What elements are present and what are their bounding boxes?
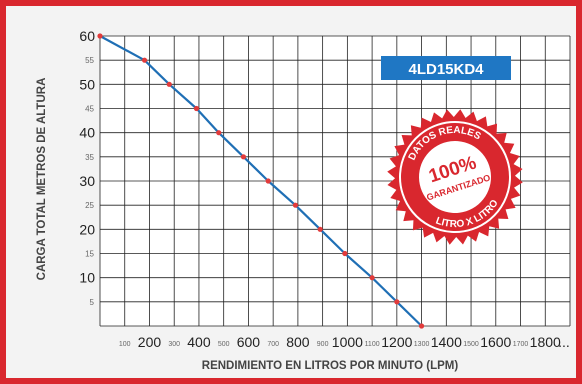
data-point [240, 154, 247, 160]
y-tick-label: 20 [79, 221, 95, 237]
y-tick-label-minor: 35 [85, 153, 94, 162]
data-point [97, 33, 103, 39]
data-point [193, 105, 200, 112]
x-tick-label-minor: 1700 [513, 341, 529, 348]
model-label-box [381, 56, 511, 80]
y-tick-label: 40 [79, 125, 95, 141]
data-point [418, 323, 425, 329]
x-tick-label: 800 [286, 334, 310, 350]
x-tick-label-minor: 700 [267, 341, 279, 348]
x-tick-label-minor: 500 [218, 341, 230, 348]
data-point [394, 299, 400, 305]
x-tick-label: 600 [237, 334, 261, 350]
x-axis-title: RENDIMIENTO EN LITROS POR MINUTO (LPM) [202, 360, 459, 372]
y-tick-label-minor: 55 [85, 56, 94, 65]
x-tick-label-minor: 1300 [414, 341, 430, 348]
seal-ring [399, 121, 511, 233]
x-tick-label-minor: 300 [168, 341, 180, 348]
x-tick-label: 1200 [381, 334, 412, 350]
x-tick-label-minor: 1100 [365, 341, 380, 348]
data-point [342, 250, 348, 257]
x-tick-label: 400 [187, 334, 211, 350]
x-tick-label: 1600 [480, 334, 511, 350]
x-tick-label: 200 [138, 334, 162, 350]
data-point [216, 130, 222, 136]
x-tick-label: 1800 [530, 334, 561, 350]
y-tick-label-minor: 5 [90, 298, 95, 307]
x-tick-label: 1400 [431, 334, 462, 350]
data-point [141, 57, 148, 63]
seal-center [419, 141, 491, 213]
y-tick-label: 60 [79, 28, 95, 44]
data-point [166, 81, 172, 87]
x-tick-ellipsis: ... [558, 334, 570, 350]
x-tick-label-minor: 1500 [463, 341, 479, 348]
y-tick-label: 10 [79, 270, 95, 286]
data-point [369, 275, 375, 281]
y-tick-label-minor: 25 [85, 201, 94, 210]
y-tick-label-minor: 45 [85, 105, 94, 114]
data-point [265, 178, 271, 184]
x-tick-label-minor: 100 [119, 341, 131, 348]
y-tick-label-minor: 15 [85, 250, 94, 259]
data-point [317, 226, 323, 232]
y-tick-label: 30 [79, 173, 95, 189]
x-tick-label-minor: 900 [317, 341, 329, 348]
model-label: 4LD15KD4 [408, 61, 484, 78]
y-axis-title: CARGA TOTAL METROS DE ALTURA [36, 78, 48, 281]
x-tick-label: 1000 [332, 334, 363, 350]
y-tick-label: 50 [79, 76, 95, 92]
data-point [292, 202, 299, 208]
